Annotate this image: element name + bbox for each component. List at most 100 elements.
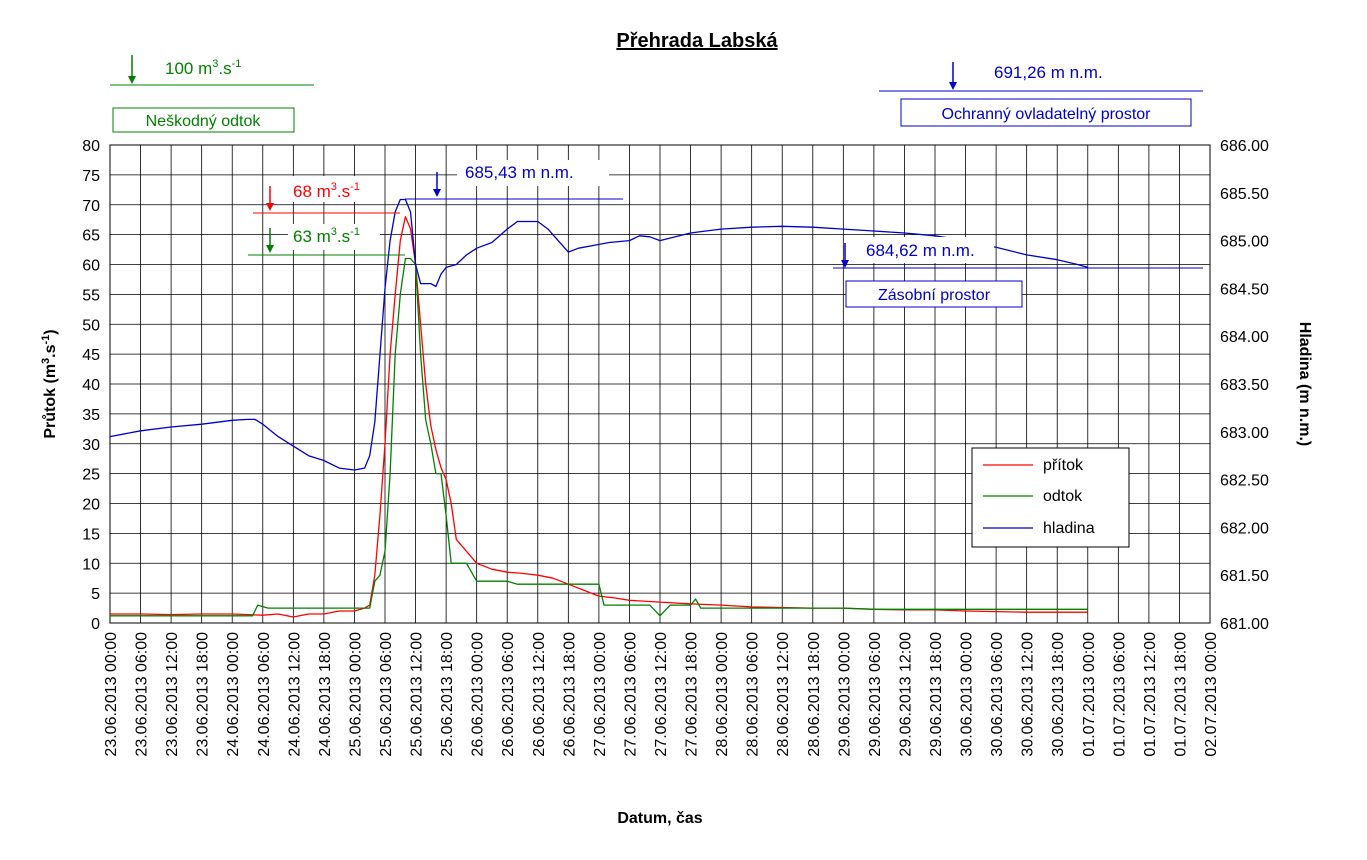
x-tick-label: 25.06.2013 00:00 <box>347 632 364 757</box>
y-tick-label: 65 <box>82 228 100 245</box>
x-tick-label: 29.06.2013 00:00 <box>836 632 853 757</box>
x-tick-label: 30.06.2013 00:00 <box>959 632 976 757</box>
y-tick-label: 10 <box>82 556 100 573</box>
hladina-max-bg <box>457 160 609 186</box>
x-tick-label: 29.06.2013 18:00 <box>928 632 945 757</box>
ochranny-value: 691,26 m n.m. <box>994 63 1103 82</box>
pritok-max-arrow-head <box>266 203 274 211</box>
ochranny-arrow-head <box>949 82 957 90</box>
y-tick-label: 5 <box>91 586 100 603</box>
x-tick-label: 25.06.2013 12:00 <box>409 632 426 757</box>
zasobni-arrow-head <box>841 260 849 268</box>
x-tick-label: 02.07.2013 00:00 <box>1203 632 1220 757</box>
neskodny-box <box>112 107 295 133</box>
series-odtok-line <box>110 257 1088 617</box>
plot-frame <box>109 144 1211 624</box>
y2-tick-label: 681.50 <box>1220 568 1269 585</box>
ochranny-annotation: 691,26 m n.m. Ochranný ovladatelný prost… <box>879 62 1203 127</box>
zasobni-label: Zásobní prostor <box>878 287 991 304</box>
y2-tick-label: 684.50 <box>1220 281 1269 298</box>
hladina-max-arrow-head <box>433 189 441 197</box>
x-tick-label: 28.06.2013 06:00 <box>745 632 762 757</box>
y-tick-label: 40 <box>82 377 100 394</box>
x-tick-label: 24.06.2013 00:00 <box>225 632 242 757</box>
x-tick-label: 24.06.2013 06:00 <box>256 632 273 757</box>
y-tick-label: 35 <box>82 407 100 424</box>
odtok-max-bg <box>288 224 380 250</box>
neskodny-arrow-head <box>128 76 136 84</box>
x-tick-label: 27.06.2013 00:00 <box>592 632 609 757</box>
x-tick-label: 26.06.2013 18:00 <box>561 632 578 757</box>
y2-axis-title: Hladina (m n.m.) <box>1296 322 1313 446</box>
x-tick-label: 24.06.2013 18:00 <box>317 632 334 757</box>
y2-tick-label: 681.00 <box>1220 616 1269 633</box>
neskodny-value: 100 m3.s-1 <box>165 58 241 78</box>
chart-title: Přehrada Labská <box>616 30 778 52</box>
x-tick-label: 28.06.2013 12:00 <box>775 632 792 757</box>
odtok-max-value: 63 m3.s-1 <box>293 226 360 246</box>
x-tick-label: 28.06.2013 00:00 <box>714 632 731 757</box>
zasobni-value: 684,62 m n.m. <box>866 241 975 260</box>
x-tick-label: 27.06.2013 18:00 <box>684 632 701 757</box>
ochranny-label: Ochranný ovladatelný prostor <box>942 106 1152 123</box>
pritok-max-annotation: 68 m3.s-1 <box>253 176 400 214</box>
y-tick-label: 0 <box>91 616 100 633</box>
y-tick-label: 80 <box>82 138 100 155</box>
x-tick-label: 29.06.2013 12:00 <box>897 632 914 757</box>
y-tick-label: 25 <box>82 467 100 484</box>
x-tick-label: 30.06.2013 18:00 <box>1050 632 1067 757</box>
x-tick-label: 26.06.2013 06:00 <box>500 632 517 757</box>
x-tick-label: 24.06.2013 12:00 <box>286 632 303 757</box>
series-lines <box>109 198 1088 618</box>
y-axis-title: Průtok (m3.s-1) <box>40 329 59 438</box>
y2-tick-label: 685.50 <box>1220 186 1269 203</box>
y2-tick-label: 686.00 <box>1220 138 1269 155</box>
x-tick-label: 01.07.2013 12:00 <box>1142 632 1159 757</box>
y-tick-label: 75 <box>82 168 100 185</box>
x-tick-label: 01.07.2013 18:00 <box>1172 632 1189 757</box>
hladina-max-value: 685,43 m n.m. <box>465 163 574 182</box>
odtok-max-arrow-head <box>266 245 274 253</box>
x-tick-label: 27.06.2013 12:00 <box>653 632 670 757</box>
y-tick-label: 60 <box>82 258 100 275</box>
pritok-max-bg <box>288 176 380 202</box>
x-tick-label: 25.06.2013 06:00 <box>378 632 395 757</box>
legend: přítok odtok hladina <box>971 447 1130 548</box>
y2-tick-label: 682.50 <box>1220 473 1269 490</box>
neskodny-annotation: 100 m3.s-1 Neškodný odtok <box>110 55 314 133</box>
y2-tick-label: 683.50 <box>1220 377 1269 394</box>
x-axis-title: Datum, čas <box>617 810 702 827</box>
x-tick-label: 27.06.2013 06:00 <box>622 632 639 757</box>
x-tick-label: 28.06.2013 18:00 <box>806 632 823 757</box>
y2-tick-label: 683.00 <box>1220 425 1269 442</box>
x-tick-label: 23.06.2013 18:00 <box>195 632 212 757</box>
y-tick-label: 45 <box>82 347 100 364</box>
y2-tick-label: 684.00 <box>1220 329 1269 346</box>
x-tick-label: 25.06.2013 18:00 <box>439 632 456 757</box>
y-tick-label: 15 <box>82 526 100 543</box>
y-tick-label: 30 <box>82 437 100 454</box>
grid <box>109 144 1211 624</box>
ochranny-box <box>900 98 1192 127</box>
legend-label-odtok: odtok <box>1043 488 1083 505</box>
y2-axis-ticks: 681.00 681.50 682.00 682.50 683.00 683.50 684.… <box>1220 138 1269 633</box>
odtok-max-annotation: 63 m3.s-1 <box>248 224 405 256</box>
pritok-max-value: 68 m3.s-1 <box>293 181 360 201</box>
legend-label-hladina: hladina <box>1043 520 1095 537</box>
x-tick-label: 26.06.2013 00:00 <box>470 632 487 757</box>
neskodny-label: Neškodný odtok <box>146 113 262 130</box>
x-tick-label: 23.06.2013 00:00 <box>103 632 120 757</box>
y2-tick-label: 682.00 <box>1220 520 1269 537</box>
x-tick-label: 01.07.2013 00:00 <box>1081 632 1098 757</box>
x-tick-label: 30.06.2013 12:00 <box>1020 632 1037 757</box>
x-tick-label: 01.07.2013 06:00 <box>1111 632 1128 757</box>
y-tick-label: 70 <box>82 198 100 215</box>
series-hladina-line <box>109 198 1088 471</box>
x-tick-label: 30.06.2013 06:00 <box>989 632 1006 757</box>
x-tick-label: 29.06.2013 06:00 <box>867 632 884 757</box>
x-axis-ticks: 23.06.2013 00:00 23.06.2013 06:00 23.06.20… <box>103 632 1220 757</box>
y2-tick-label: 685.00 <box>1220 234 1269 251</box>
y-tick-label: 50 <box>82 317 100 334</box>
zasobni-annotation: 684,62 m n.m. Zásobní prostor <box>833 237 1203 308</box>
x-tick-label: 26.06.2013 12:00 <box>531 632 548 757</box>
